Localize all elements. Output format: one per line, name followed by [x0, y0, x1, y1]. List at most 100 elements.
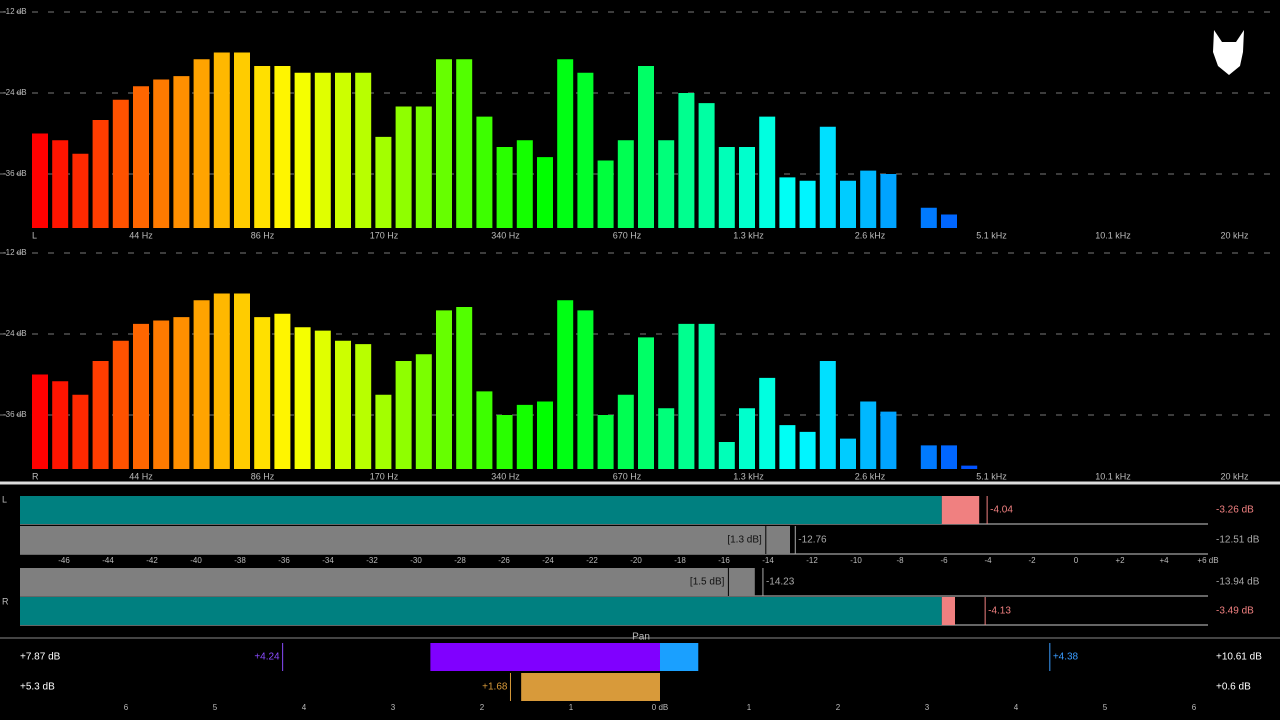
- spectrum-bar: [698, 103, 715, 228]
- spectrum-bar: [617, 394, 634, 469]
- spectrum-bar: [638, 66, 654, 228]
- meter-tick-label: -20: [630, 556, 642, 565]
- pan-right-readout: +10.61 dB: [1216, 652, 1262, 663]
- spectrum-bar: [718, 442, 735, 469]
- meter-tick-label: -40: [190, 556, 202, 565]
- meter-tick-label: -46: [58, 556, 70, 565]
- freq-label: 86 Hz: [251, 230, 275, 240]
- meter-bar: [20, 568, 755, 596]
- pan-bar: [430, 643, 660, 671]
- channel-label: L: [32, 230, 37, 240]
- meter-tick-label: -44: [102, 556, 114, 565]
- freq-label: 1.3 kHz: [733, 471, 764, 481]
- spectrum-bar: [597, 415, 614, 469]
- spectrum-bar: [537, 157, 553, 228]
- freq-label: 44 Hz: [129, 471, 153, 481]
- spectrum-bar: [355, 344, 372, 469]
- meter-tick-label: +6 dB: [1197, 556, 1218, 565]
- pan-marker-label: +4.24: [254, 652, 280, 663]
- readout: -12.51 dB: [1216, 535, 1260, 546]
- freq-label: 10.1 kHz: [1095, 230, 1131, 240]
- spectrum-bar: [819, 361, 836, 469]
- spectrum-bar: [456, 59, 473, 228]
- spectrum-bar: [537, 401, 553, 469]
- freq-label: 1.3 kHz: [733, 230, 764, 240]
- meter-bar: [20, 597, 942, 625]
- pan-tick-label: 6: [124, 703, 129, 712]
- pan-left-readout: +7.87 dB: [20, 652, 61, 663]
- spectrum-bar: [133, 323, 149, 469]
- spectrum-bar: [314, 330, 331, 469]
- spectrum-bar: [213, 52, 230, 228]
- spectrum-bar: [658, 408, 675, 469]
- y-tick-label: -24 dB: [3, 88, 27, 97]
- spectrum-bar: [72, 153, 89, 228]
- logo: [1213, 30, 1244, 75]
- spectrum-bar: [52, 140, 69, 228]
- y-tick-label: -12 dB: [3, 7, 27, 16]
- spectrum-bar: [112, 99, 129, 228]
- meter-tick-label: 0: [1074, 556, 1079, 565]
- spectrum-bar: [415, 354, 432, 469]
- spectrum-bar: [819, 126, 836, 228]
- value-label: -14.23: [766, 577, 795, 588]
- pan-tick-label: 5: [213, 703, 218, 712]
- spectrum-bar: [112, 340, 129, 469]
- pan-tick-label: 0 dB: [652, 703, 668, 712]
- spectrum-bar: [153, 79, 170, 228]
- spectrum-bar: [799, 180, 816, 228]
- pan-tick-label: 5: [1103, 703, 1108, 712]
- freq-label: 5.1 kHz: [976, 230, 1007, 240]
- spectrum-bar: [799, 431, 816, 469]
- spectrum-bar: [880, 411, 897, 469]
- spectrum-bar: [456, 307, 473, 469]
- pan-bar: [521, 673, 660, 701]
- meter-tick-label: -36: [278, 556, 290, 565]
- meter-tick-label: -42: [146, 556, 158, 565]
- y-tick-label: -36 dB: [3, 169, 27, 178]
- spectrum-bar: [557, 300, 574, 469]
- meter-tick-label: -24: [542, 556, 554, 565]
- value-label: -4.04: [990, 505, 1013, 516]
- spectrum-bar: [173, 317, 190, 469]
- pan-left-readout: +5.3 dB: [20, 682, 55, 693]
- channel-label: R: [2, 596, 9, 606]
- channel-label: R: [32, 471, 39, 481]
- meter-tick-label: +4: [1159, 556, 1169, 565]
- value-label: -4.13: [988, 606, 1011, 617]
- pan-tick-label: 4: [302, 703, 307, 712]
- meter-tick-label: -6: [940, 556, 948, 565]
- spectrum-bar: [92, 120, 109, 228]
- freq-label: 170 Hz: [370, 230, 399, 240]
- spectrum-bar: [779, 177, 796, 228]
- meter-tick-label: -34: [322, 556, 334, 565]
- spectrum-bar: [739, 147, 755, 228]
- meter-peak: [941, 496, 980, 524]
- freq-label: 2.6 kHz: [855, 230, 886, 240]
- readout: -3.49 dB: [1216, 606, 1254, 617]
- freq-label: 20 kHz: [1220, 230, 1249, 240]
- spectrum-bar: [133, 86, 149, 228]
- meter-tick-label: -22: [586, 556, 598, 565]
- meter-peak: [941, 597, 955, 625]
- spectrum-bar: [516, 140, 533, 228]
- spectrum-bar: [92, 361, 109, 469]
- spectrum-bar: [860, 170, 877, 228]
- spectrum-bar: [718, 147, 735, 228]
- pan-marker-label: +1.68: [482, 682, 508, 693]
- spectrum-bar: [415, 106, 432, 228]
- spectrum-bar: [941, 214, 957, 228]
- hold-label: [1.3 dB]: [727, 535, 762, 546]
- meter-tick-label: -12: [806, 556, 818, 565]
- spectrum-bar: [193, 59, 210, 228]
- spectrum-bar: [254, 66, 271, 228]
- spectrum-bar: [355, 72, 372, 228]
- readout: -3.26 dB: [1216, 505, 1254, 516]
- meter-tick-label: -8: [896, 556, 904, 565]
- spectrum-bar: [436, 310, 452, 469]
- spectrum-bar: [436, 59, 452, 228]
- spectrum-bar: [52, 381, 69, 469]
- spectrum-bar: [234, 52, 250, 228]
- spectrum-bar: [294, 327, 311, 469]
- spectrum-bar: [597, 160, 614, 228]
